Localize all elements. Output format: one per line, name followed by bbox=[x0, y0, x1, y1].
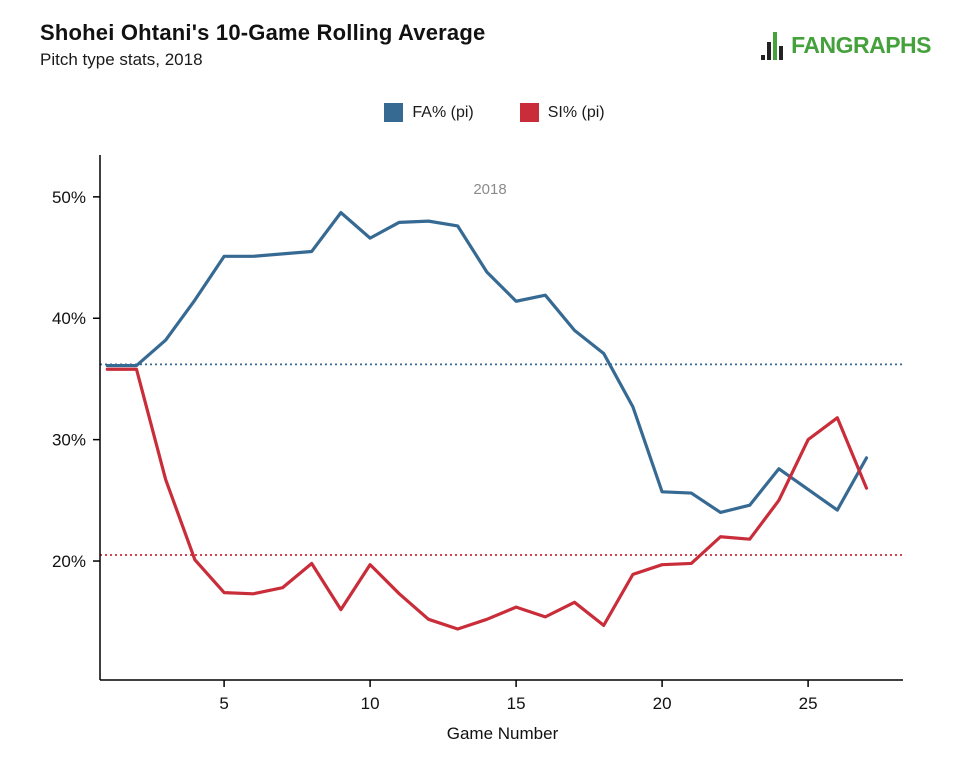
legend-swatch-si-icon bbox=[519, 103, 539, 122]
svg-text:20%: 20% bbox=[52, 552, 86, 571]
fangraphs-logo-text: FANGRAPHS bbox=[791, 31, 931, 58]
chart-title: Shohei Ohtani's 10-Game Rolling Average bbox=[40, 20, 486, 45]
chart-legend: FA% (pi) SI% (pi) bbox=[30, 103, 959, 122]
legend-swatch-fa-icon bbox=[384, 103, 404, 122]
chart-header: Shohei Ohtani's 10-Game Rolling Average … bbox=[40, 20, 485, 70]
legend-label-si: SI% (pi) bbox=[547, 103, 605, 121]
year-annotation: 2018 bbox=[473, 181, 507, 198]
legend-item-si: SI% (pi) bbox=[519, 103, 605, 122]
chart-subtitle: Pitch type stats, 2018 bbox=[40, 50, 203, 69]
x-axis-label: Game Number bbox=[446, 724, 559, 743]
fangraphs-logo: FANGRAPHS bbox=[761, 30, 931, 60]
legend-item-fa: FA% (pi) bbox=[384, 103, 474, 122]
svg-text:40%: 40% bbox=[52, 309, 86, 328]
svg-text:50%: 50% bbox=[52, 188, 86, 207]
svg-text:30%: 30% bbox=[52, 431, 86, 450]
fangraphs-logo-icon bbox=[761, 32, 784, 60]
svg-text:15: 15 bbox=[507, 694, 526, 713]
legend-label-fa: FA% (pi) bbox=[412, 103, 474, 121]
svg-text:5: 5 bbox=[219, 694, 228, 713]
svg-text:20: 20 bbox=[653, 694, 672, 713]
svg-text:10: 10 bbox=[361, 694, 380, 713]
svg-text:25: 25 bbox=[799, 694, 818, 713]
